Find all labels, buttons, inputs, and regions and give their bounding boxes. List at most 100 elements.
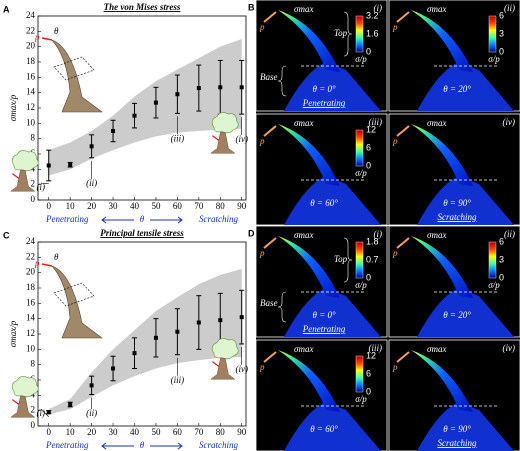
sigma-max: σmax xyxy=(427,118,446,128)
annotation: (ii) xyxy=(86,178,97,188)
model-thorn xyxy=(278,10,340,72)
inset-plane xyxy=(53,56,95,81)
y-tick-label: 2 xyxy=(31,405,36,415)
base-label: Base xyxy=(260,298,278,308)
model-thorn xyxy=(278,350,340,412)
data-point xyxy=(153,100,158,105)
data-point xyxy=(175,92,180,97)
colorbar-tick: 3 xyxy=(499,28,504,38)
y-tick-label: 12 xyxy=(26,328,35,338)
subpanel-index: (iv) xyxy=(503,117,516,127)
inset-force xyxy=(41,37,53,41)
y-tick-label: 16 xyxy=(26,71,36,81)
colorbar-tick: 1.8 xyxy=(366,236,379,246)
panel-letter: A xyxy=(3,4,10,14)
direction-left: Penetrating xyxy=(45,214,89,224)
annotation: (i) xyxy=(36,408,45,418)
load-arrow xyxy=(263,351,277,363)
colorbar-tick: 6 xyxy=(499,10,504,20)
data-point xyxy=(89,144,94,149)
y-tick-label: 10 xyxy=(26,343,36,353)
colorbar-unit: σ/p xyxy=(488,54,500,64)
y-tick-label: 2 xyxy=(31,179,36,189)
load-p: p xyxy=(392,248,398,258)
sigma-max: σmax xyxy=(294,344,313,354)
sigma-max: σmax xyxy=(294,230,313,240)
panel-letter: B xyxy=(248,2,255,12)
model-base xyxy=(284,288,381,337)
colorbar xyxy=(488,241,497,279)
data-point xyxy=(46,163,51,168)
base-brace xyxy=(277,65,287,97)
data-point xyxy=(132,113,137,118)
colorbar-tick: 0 xyxy=(499,272,504,282)
y-tick-label: 0 xyxy=(31,420,36,430)
annotation: (ii) xyxy=(86,408,97,418)
colorbar-tick: 0.7 xyxy=(366,254,379,264)
load-p: p xyxy=(259,136,265,146)
load-p: p xyxy=(392,362,398,372)
subpanel-index: (iv) xyxy=(503,343,516,353)
data-point xyxy=(153,335,158,340)
model-base xyxy=(417,176,514,225)
direction-arrow xyxy=(150,442,183,450)
annotation: (iv) xyxy=(235,134,248,144)
tree-canopy xyxy=(11,376,39,398)
data-point xyxy=(239,315,244,320)
subpanel-index: (iii) xyxy=(369,117,383,127)
colorbar-tick: 0 xyxy=(499,46,504,56)
tree-illustration xyxy=(10,150,39,192)
x-tick-label: 10 xyxy=(66,427,76,437)
y-tick-label: 22 xyxy=(26,25,35,35)
colorbar-unit: σ/p xyxy=(355,280,367,290)
load-p: p xyxy=(392,22,398,32)
range-band xyxy=(48,39,242,176)
theta-label: θ = 20° xyxy=(443,84,471,94)
force-arrow xyxy=(212,135,220,141)
load-p: p xyxy=(259,22,265,32)
load-arrow xyxy=(396,351,410,363)
subpanel-index: (ii) xyxy=(504,3,515,13)
direction-left: Penetrating xyxy=(45,440,89,450)
colorbar-tick: 12 xyxy=(366,124,376,134)
force-arrow xyxy=(212,361,220,367)
model-thorn xyxy=(278,124,340,186)
base-label: Base xyxy=(260,72,278,82)
theta-label: θ = 90° xyxy=(443,424,471,434)
annotation: (iii) xyxy=(171,375,185,385)
colorbar-tick: 0 xyxy=(366,46,371,56)
y-tick-label: 20 xyxy=(26,41,36,51)
x-tick-label: 50 xyxy=(151,427,161,437)
colorbar-unit: σ/p xyxy=(355,168,367,178)
y-axis-label: σmax/p xyxy=(8,320,18,347)
y-tick-label: 24 xyxy=(26,10,36,20)
data-point xyxy=(196,320,201,325)
theta-label: θ = 0° xyxy=(312,310,335,320)
y-tick-label: 10 xyxy=(26,117,36,127)
direction-right: Scratching xyxy=(199,440,238,450)
colorbar-tick: 6 xyxy=(366,142,371,152)
inset-theta: θ xyxy=(54,26,59,36)
sigma-max: σmax xyxy=(427,4,446,14)
load-arrow xyxy=(263,237,277,249)
top-brace xyxy=(343,11,353,57)
mode-label: Penetrating xyxy=(302,324,346,334)
x-tick-label: 80 xyxy=(216,201,226,211)
colorbar-tick: 3.2 xyxy=(366,10,379,20)
range-band xyxy=(48,268,242,415)
inset-plane xyxy=(53,282,95,307)
annotation-arrow xyxy=(40,182,49,185)
inset-p: p xyxy=(34,258,40,268)
data-point xyxy=(239,85,244,90)
y-tick-label: 8 xyxy=(31,133,36,143)
colorbar-tick: 12 xyxy=(366,350,376,360)
mode-label: Scratching xyxy=(438,212,477,222)
colorbar xyxy=(355,355,364,393)
chart-title: Principal tensile stress xyxy=(100,228,184,238)
tree-trunk xyxy=(210,132,236,154)
y-tick-label: 24 xyxy=(26,236,36,246)
tree-canopy xyxy=(11,150,39,172)
load-p: p xyxy=(259,248,265,258)
colorbar-unit: σ/p xyxy=(355,54,367,64)
